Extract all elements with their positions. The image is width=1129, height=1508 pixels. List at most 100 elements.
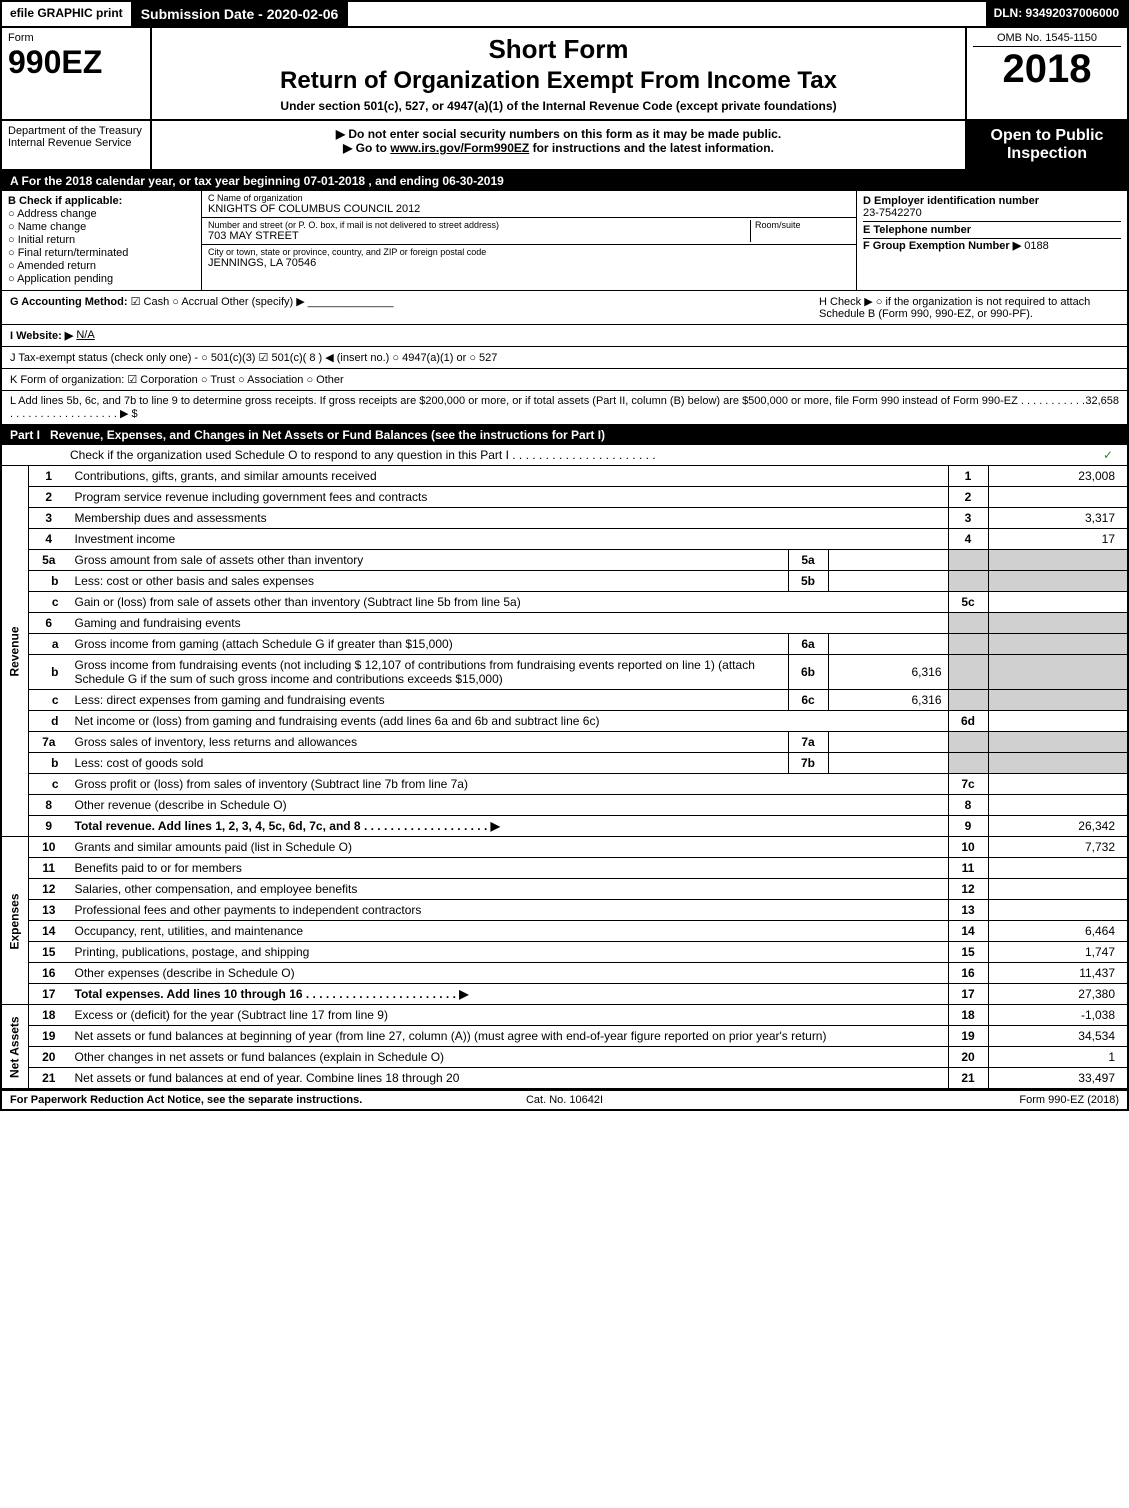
- midbox-value: [828, 732, 948, 753]
- org-city-block: City or town, state or province, country…: [202, 245, 856, 271]
- title-col: Short Form Return of Organization Exempt…: [152, 28, 967, 119]
- dept-col: Department of the Treasury Internal Reve…: [2, 121, 152, 169]
- right-val: 27,380: [988, 984, 1128, 1005]
- k-label[interactable]: K Form of organization: ☑ Corporation ○ …: [10, 373, 344, 386]
- right-num: 13: [948, 900, 988, 921]
- j-label[interactable]: J Tax-exempt status (check only one) - ○…: [10, 351, 497, 364]
- rnum-shade: [948, 634, 988, 655]
- opt-application-pending[interactable]: Application pending: [8, 273, 195, 285]
- right-val: [988, 858, 1128, 879]
- form-label: Form: [8, 32, 144, 44]
- form-number: 990EZ: [8, 44, 144, 81]
- part-i-header: Part I Revenue, Expenses, and Changes in…: [0, 425, 1129, 445]
- midbox-value: [828, 571, 948, 592]
- opt-address-change[interactable]: Address change: [8, 208, 195, 220]
- line-desc: Membership dues and assessments: [69, 508, 949, 529]
- midbox-label: 6a: [788, 634, 828, 655]
- line-num: 6: [29, 613, 69, 634]
- rval-shade: [988, 655, 1128, 690]
- period-row: A For the 2018 calendar year, or tax yea…: [0, 171, 1129, 191]
- right-val: 33,497: [988, 1068, 1128, 1090]
- section-tab-expenses: Expenses: [1, 837, 29, 1005]
- line-desc: Less: direct expenses from gaming and fu…: [69, 690, 789, 711]
- line-num: 11: [29, 858, 69, 879]
- opt-name-change[interactable]: Name change: [8, 221, 195, 233]
- g-label: G Accounting Method:: [10, 296, 128, 308]
- title-main: Return of Organization Exempt From Incom…: [162, 67, 955, 95]
- line-desc: Other revenue (describe in Schedule O): [69, 795, 949, 816]
- right-num: 11: [948, 858, 988, 879]
- rval-shade: [988, 753, 1128, 774]
- rval-shade: [988, 690, 1128, 711]
- instr-line2: Go to www.irs.gov/Form990EZ for instruct…: [162, 141, 955, 155]
- right-num: 1: [948, 466, 988, 487]
- line-desc: Grants and similar amounts paid (list in…: [69, 837, 949, 858]
- line-num: 1: [29, 466, 69, 487]
- section-tab-revenue: Revenue: [1, 466, 29, 837]
- l-value: 32,658: [1085, 395, 1119, 420]
- org-name-block: C Name of organization KNIGHTS OF COLUMB…: [202, 191, 856, 218]
- info-row: B Check if applicable: Address change Na…: [0, 191, 1129, 291]
- right-num: 18: [948, 1005, 988, 1026]
- line-num: 20: [29, 1047, 69, 1068]
- right-num: 14: [948, 921, 988, 942]
- line-desc: Investment income: [69, 529, 949, 550]
- right-val: [988, 774, 1128, 795]
- midbox-label: 6c: [788, 690, 828, 711]
- addr-label: Number and street (or P. O. box, if mail…: [208, 220, 750, 230]
- rnum-shade: [948, 613, 988, 634]
- check-b-label: B Check if applicable:: [8, 195, 195, 207]
- line-desc: Net income or (loss) from gaming and fun…: [69, 711, 949, 732]
- h-label[interactable]: H Check ▶ ○ if the organization is not r…: [819, 295, 1119, 320]
- opt-initial-return[interactable]: Initial return: [8, 234, 195, 246]
- c-value: KNIGHTS OF COLUMBUS COUNCIL 2012: [208, 203, 850, 215]
- period-begin: 07-01-2018: [304, 174, 365, 188]
- tax-year: 2018: [973, 47, 1121, 92]
- city-value: JENNINGS, LA 70546: [208, 257, 850, 269]
- opt-final-return[interactable]: Final return/terminated: [8, 247, 195, 259]
- right-num: 9: [948, 816, 988, 837]
- line-num: b: [29, 753, 69, 774]
- title-sub: Under section 501(c), 527, or 4947(a)(1)…: [162, 99, 955, 113]
- city-label: City or town, state or province, country…: [208, 247, 850, 257]
- j-row: J Tax-exempt status (check only one) - ○…: [0, 347, 1129, 369]
- k-row: K Form of organization: ☑ Corporation ○ …: [0, 369, 1129, 391]
- opt-amended-return[interactable]: Amended return: [8, 260, 195, 272]
- f-label: F Group Exemption Number ▶: [863, 240, 1021, 252]
- efile-label[interactable]: efile GRAPHIC print: [2, 2, 133, 26]
- line-num: 15: [29, 942, 69, 963]
- midbox-value: [828, 550, 948, 571]
- rval-shade: [988, 634, 1128, 655]
- irs-link[interactable]: www.irs.gov/Form990EZ: [390, 141, 529, 155]
- section-tab-net-assets: Net Assets: [1, 1005, 29, 1089]
- right-num: 2: [948, 487, 988, 508]
- line-num: d: [29, 711, 69, 732]
- right-val: [988, 487, 1128, 508]
- line-desc: Other changes in net assets or fund bala…: [69, 1047, 949, 1068]
- line-num: a: [29, 634, 69, 655]
- line-desc: Program service revenue including govern…: [69, 487, 949, 508]
- omb-number: OMB No. 1545-1150: [973, 32, 1121, 47]
- d-block: D Employer identification number 23-7542…: [863, 193, 1121, 222]
- g-options[interactable]: ☑ Cash ○ Accrual Other (specify) ▶: [131, 296, 305, 308]
- line-desc: Gain or (loss) from sale of assets other…: [69, 592, 949, 613]
- footer-center: Cat. No. 10642I: [380, 1094, 750, 1106]
- instr2-suffix: for instructions and the latest informat…: [529, 141, 774, 155]
- right-val: 3,317: [988, 508, 1128, 529]
- line-num: 21: [29, 1068, 69, 1090]
- part-i-check-text: Check if the organization used Schedule …: [10, 448, 656, 462]
- dept-treasury: Department of the Treasury: [8, 125, 144, 137]
- line-desc: Less: cost of goods sold: [69, 753, 789, 774]
- right-val: [988, 795, 1128, 816]
- room-label: Room/suite: [755, 220, 850, 230]
- netassets-table: Net Assets18Excess or (deficit) for the …: [0, 1005, 1129, 1090]
- rval-shade: [988, 550, 1128, 571]
- dept-row: Department of the Treasury Internal Reve…: [0, 121, 1129, 171]
- right-val: [988, 711, 1128, 732]
- line-num: 4: [29, 529, 69, 550]
- line-num: 10: [29, 837, 69, 858]
- part-i-label: Part I: [10, 428, 50, 442]
- part-i-checkbox[interactable]: ✓: [1097, 448, 1119, 462]
- part-i-title: Revenue, Expenses, and Changes in Net As…: [50, 428, 605, 442]
- right-num: 20: [948, 1047, 988, 1068]
